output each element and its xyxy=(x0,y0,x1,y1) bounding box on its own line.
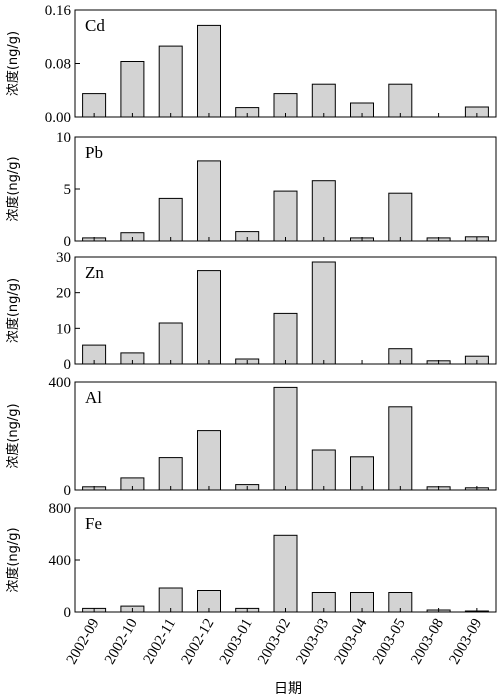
bar-cd-2003-03 xyxy=(311,83,336,118)
panel-label: Pb xyxy=(85,143,103,162)
y-axis-label: 浓度(ng/g) xyxy=(5,403,21,468)
y-tick-label: 0 xyxy=(64,234,72,250)
y-tick-label: 0.08 xyxy=(45,57,71,73)
panels: 0.00 0.08 0.16 Cd 浓度(ng/g) 0 5 10 Pb 浓度(ng/g) 0 10 2… xyxy=(5,3,497,621)
bar-zn-2002-12 xyxy=(197,270,221,365)
panel-label: Al xyxy=(85,388,102,407)
panel-label: Zn xyxy=(85,263,104,282)
y-tick-label: 400 xyxy=(49,553,72,569)
y-tick-label: 10 xyxy=(56,130,71,146)
x-axis-label: 日期 xyxy=(274,681,302,697)
y-tick-label: 20 xyxy=(56,286,71,302)
bar-cd-2002-10 xyxy=(120,61,145,118)
x-tick-label-2003-02: 2003-02 xyxy=(255,616,294,667)
x-tick-label-2003-05: 2003-05 xyxy=(370,616,409,667)
bar-fe-2003-02 xyxy=(273,534,298,613)
panel-fe: 0 400 800 Fe 浓度(ng/g) xyxy=(5,501,497,621)
y-tick-label: 0 xyxy=(64,605,72,621)
panel-al: 0 400 Al 浓度(ng/g) xyxy=(5,375,497,499)
x-tick-label-2003-03: 2003-03 xyxy=(293,616,332,667)
y-tick-label: 400 xyxy=(49,375,72,391)
x-tick-labels: 2002-09 2002-10 2002-11 2002-12 2003-01 2003-… xyxy=(64,616,486,668)
bar-pb-2002-12 xyxy=(197,160,221,242)
x-tick-label-2003-04: 2003-04 xyxy=(332,616,371,668)
bar-al-2002-12 xyxy=(197,430,221,491)
bar-al-2003-02 xyxy=(273,386,298,491)
bar-zn-2003-02 xyxy=(273,312,298,365)
bar-zn-2003-03 xyxy=(311,261,336,365)
y-tick-label: 30 xyxy=(56,250,71,266)
bar-al-2003-04 xyxy=(350,456,374,491)
bar-cd-2002-11 xyxy=(158,45,183,118)
bar-al-2002-11 xyxy=(158,457,183,491)
bar-pb-2002-11 xyxy=(158,197,183,242)
x-tick-label-2003-01: 2003-01 xyxy=(217,616,256,667)
x-tick-label-2003-09: 2003-09 xyxy=(446,616,485,667)
y-tick-label: 800 xyxy=(49,501,72,517)
bar-cd-2002-12 xyxy=(197,24,221,118)
y-tick-label: 0.16 xyxy=(45,3,72,19)
panel-zn: 0 10 20 30 Zn 浓度(ng/g) xyxy=(5,250,497,373)
x-tick-label-2002-10: 2002-10 xyxy=(102,616,141,667)
panel-cd: 0.00 0.08 0.16 Cd 浓度(ng/g) xyxy=(5,3,497,126)
x-tick-label-2002-11: 2002-11 xyxy=(141,616,180,667)
bar-pb-2003-05 xyxy=(388,192,413,242)
y-axis-label: 浓度(ng/g) xyxy=(5,278,21,343)
bar-zn-2002-11 xyxy=(158,322,183,365)
panel-pb: 0 5 10 Pb 浓度(ng/g) xyxy=(5,130,497,250)
panel-label: Cd xyxy=(85,16,105,35)
x-tick-label-2002-12: 2002-12 xyxy=(179,616,218,667)
y-tick-label: 0 xyxy=(64,357,72,373)
y-tick-label: 5 xyxy=(64,182,72,198)
bar-pb-2003-02 xyxy=(273,190,298,242)
x-tick-label-2002-09: 2002-09 xyxy=(64,616,103,667)
x-tick-label-2003-08: 2003-08 xyxy=(408,616,447,667)
panel-label: Fe xyxy=(85,514,102,533)
y-tick-label: 0 xyxy=(64,483,72,499)
y-axis-label: 浓度(ng/g) xyxy=(5,156,21,221)
y-tick-label: 10 xyxy=(56,321,71,337)
bar-pb-2003-03 xyxy=(311,180,336,242)
y-axis-label: 浓度(ng/g) xyxy=(5,527,21,592)
y-tick-label: 0.00 xyxy=(45,110,71,126)
bar-cd-2003-05 xyxy=(388,83,413,118)
y-axis-label: 浓度(ng/g) xyxy=(5,31,21,96)
bar-al-2003-03 xyxy=(311,449,336,491)
bar-al-2003-05 xyxy=(388,406,413,491)
